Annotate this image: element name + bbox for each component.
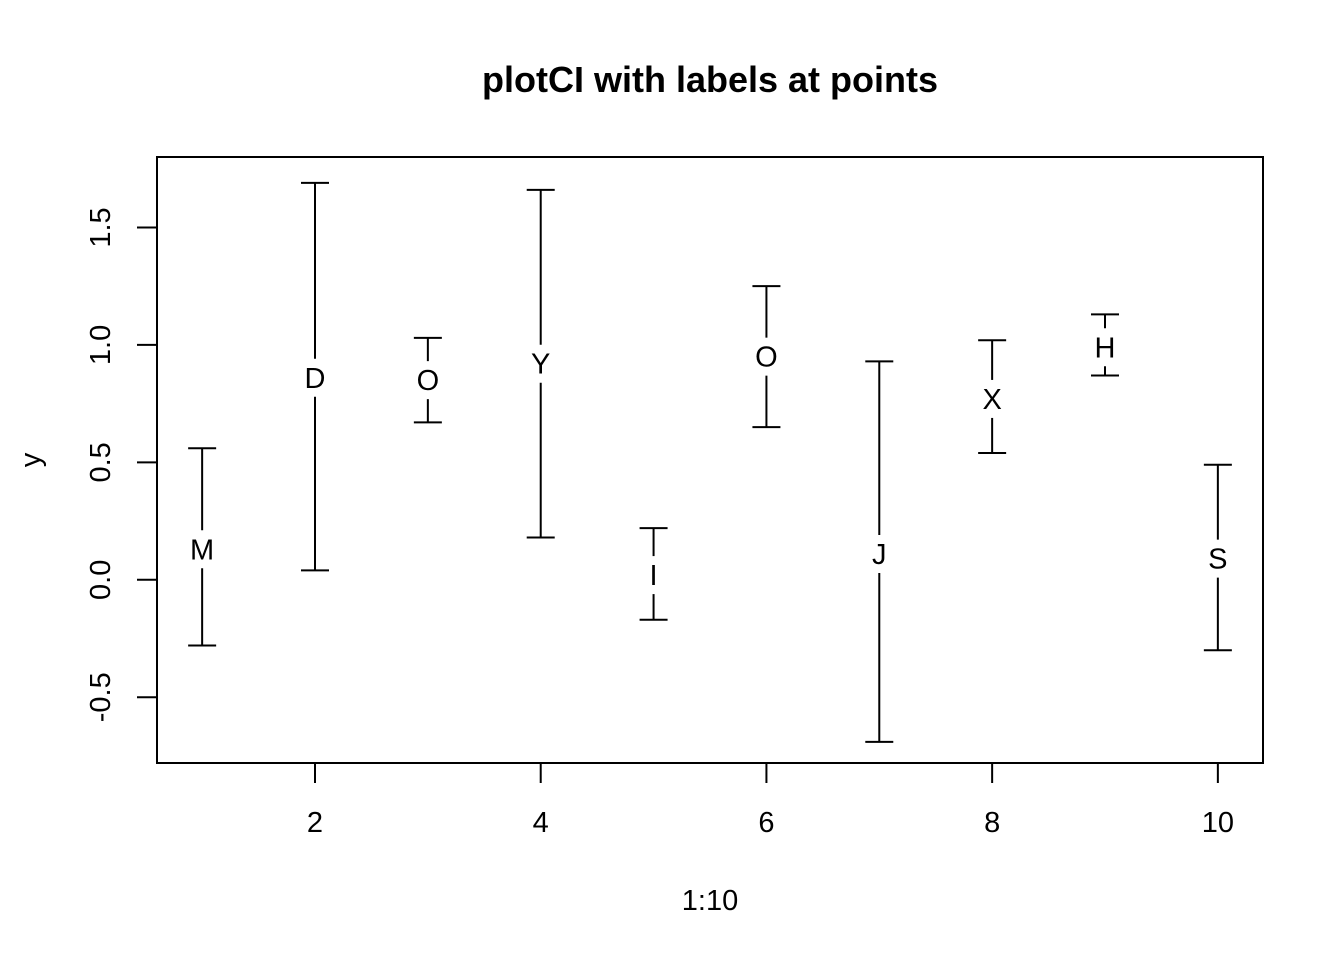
y-tick-label: 1.0 [85, 325, 117, 365]
x-tick-label: 6 [758, 807, 774, 839]
y-tick-label: 0.5 [85, 442, 117, 482]
x-tick-label: 2 [307, 807, 323, 839]
chart-title: plotCI with labels at points [482, 59, 938, 100]
y-tick-label: 1.5 [85, 207, 117, 247]
error-bar-group: X [978, 339, 1007, 454]
point-label: Y [531, 349, 550, 381]
y-axis-label: y [15, 452, 47, 467]
error-bar-group: D [301, 181, 329, 572]
y-axis: -0.5 0.0 0.5 1.0 1.5 [85, 207, 158, 722]
error-bar-group: O [752, 285, 781, 429]
error-bar-group: H [1091, 313, 1119, 377]
point-label: I [650, 560, 658, 592]
x-tick-label: 8 [984, 807, 1000, 839]
x-tick-label: 4 [533, 807, 549, 839]
point-label: J [872, 539, 887, 571]
plot-frame [156, 156, 1264, 764]
error-bar-group: S [1203, 463, 1232, 652]
plot-marks: M D O Y I O J X H S [188, 181, 1232, 743]
error-bar-group: I [639, 527, 668, 621]
point-label: O [417, 365, 440, 397]
point-label: M [190, 534, 214, 566]
error-bar-group: O [413, 336, 442, 424]
y-tick-label: 0.0 [85, 560, 117, 600]
point-label: X [982, 384, 1001, 416]
error-bar-group: M [188, 447, 217, 647]
point-label: O [755, 342, 778, 374]
x-tick-label: 10 [1202, 807, 1234, 839]
y-tick-label: -0.5 [85, 672, 117, 722]
point-label: H [1095, 332, 1116, 364]
point-label: D [305, 363, 326, 395]
error-bar-group: J [865, 360, 894, 743]
x-axis: 2 4 6 8 10 [307, 762, 1234, 839]
point-label: S [1208, 544, 1227, 576]
x-axis-label: 1:10 [682, 885, 738, 917]
error-bar-group: Y [526, 188, 555, 539]
